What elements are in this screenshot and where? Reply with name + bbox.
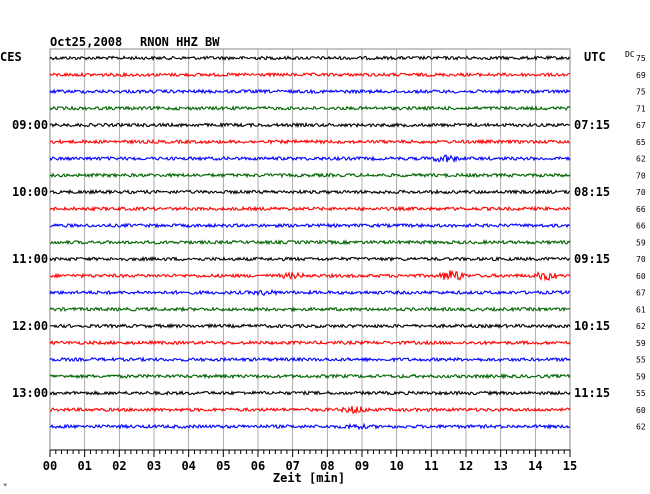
trace-row-8 <box>49 188 571 196</box>
trace-row-9 <box>49 205 571 213</box>
dc-value: 71 <box>636 104 646 113</box>
dc-value: 70 <box>636 188 646 197</box>
trace-row-1 <box>49 71 571 78</box>
corner-mark: * <box>3 482 7 490</box>
x-axis-title: Zeit [min] <box>273 471 345 485</box>
trace-row-19 <box>49 373 571 380</box>
trace-row-2 <box>49 88 571 95</box>
dc-value: 67 <box>636 121 646 130</box>
x-tick-label: 15 <box>563 459 577 473</box>
plot-frame <box>49 48 571 451</box>
x-tick-label: 06 <box>251 459 265 473</box>
trace-row-3 <box>49 105 571 112</box>
left-time-label: 09:00 <box>12 118 48 132</box>
dc-value: 55 <box>636 389 646 398</box>
dc-value: 59 <box>636 372 646 381</box>
right-time-label: 08:15 <box>574 185 610 199</box>
x-tick-label: 12 <box>459 459 473 473</box>
left-time-label: 12:00 <box>12 319 48 333</box>
left-time-label: 10:00 <box>12 185 48 199</box>
dc-value: 60 <box>636 406 646 415</box>
x-tick-label: 02 <box>112 459 126 473</box>
right-timezone-label: UTC <box>584 50 606 64</box>
dc-value: 69 <box>636 71 646 80</box>
dc-value: 62 <box>636 155 646 164</box>
left-time-label: 11:00 <box>12 252 48 266</box>
x-tick-label: 13 <box>493 459 507 473</box>
dc-header-label: DC <box>625 50 635 59</box>
x-tick-label: 05 <box>216 459 230 473</box>
trace-row-18 <box>49 356 571 363</box>
trace-row-22 <box>49 422 571 431</box>
trace-row-4 <box>49 121 571 129</box>
trace-row-11 <box>49 239 571 246</box>
dc-value: 66 <box>636 205 646 214</box>
x-axis: 00 01 02 03 04 05 06 07 08 09 10 11 12 13 14 15 <box>43 449 577 473</box>
dc-value: 65 <box>636 138 646 147</box>
dc-value: 75 <box>636 54 646 63</box>
x-tick-label: 10 <box>389 459 403 473</box>
dc-value: 60 <box>636 272 646 281</box>
trace-row-7 <box>49 172 571 179</box>
x-tick-label: 00 <box>43 459 57 473</box>
x-tick-label: 11 <box>424 459 438 473</box>
x-tick-label: 07 <box>285 459 299 473</box>
trace-row-17 <box>49 339 571 346</box>
dc-value: 62 <box>636 423 646 432</box>
trace-row-14 <box>49 288 571 297</box>
right-time-labels: 07:15 08:15 09:15 10:15 11:15 <box>574 118 610 400</box>
x-tick-label: 08 <box>320 459 334 473</box>
dc-value: 75 <box>636 88 646 97</box>
x-tick-label: 04 <box>181 459 195 473</box>
dc-value: 62 <box>636 322 646 331</box>
dc-value: 59 <box>636 339 646 348</box>
x-tick-label: 01 <box>77 459 91 473</box>
dc-value: 66 <box>636 222 646 231</box>
dc-value: 59 <box>636 238 646 247</box>
trace-row-16 <box>49 322 571 330</box>
trace-row-20 <box>49 389 571 397</box>
dc-values: 75 69 75 71 67 65 62 70 70 66 66 59 70 60 67 61 62 59 55 59… <box>636 54 646 432</box>
right-time-label: 07:15 <box>574 118 610 132</box>
left-time-label: 13:00 <box>12 386 48 400</box>
x-tick-label: 03 <box>147 459 161 473</box>
trace-row-12 <box>49 255 571 263</box>
x-tick-label: 14 <box>528 459 542 473</box>
dc-value: 70 <box>636 255 646 264</box>
date-label: Oct25,2008 <box>50 35 122 49</box>
trace-row-5 <box>49 138 571 145</box>
trace-row-13 <box>49 270 571 282</box>
trace-row-10 <box>49 222 571 229</box>
dc-value: 67 <box>636 289 646 298</box>
trace-row-15 <box>49 305 571 313</box>
trace-row-0 <box>49 55 571 61</box>
left-timezone-label: CES <box>0 50 22 64</box>
dc-value: 61 <box>636 305 646 314</box>
right-time-label: 09:15 <box>574 252 610 266</box>
trace-row-21 <box>49 405 571 415</box>
dc-value: 55 <box>636 356 646 365</box>
dc-value: 70 <box>636 171 646 180</box>
right-time-label: 11:15 <box>574 386 610 400</box>
x-tick-label: 09 <box>355 459 369 473</box>
left-time-labels: 09:00 10:00 11:00 12:00 13:00 <box>12 118 48 400</box>
station-label: RNON HHZ BW <box>140 35 220 49</box>
right-time-label: 10:15 <box>574 319 610 333</box>
minute-grid <box>49 48 571 451</box>
trace-row-6 <box>49 154 571 163</box>
seismic-traces <box>49 55 571 431</box>
